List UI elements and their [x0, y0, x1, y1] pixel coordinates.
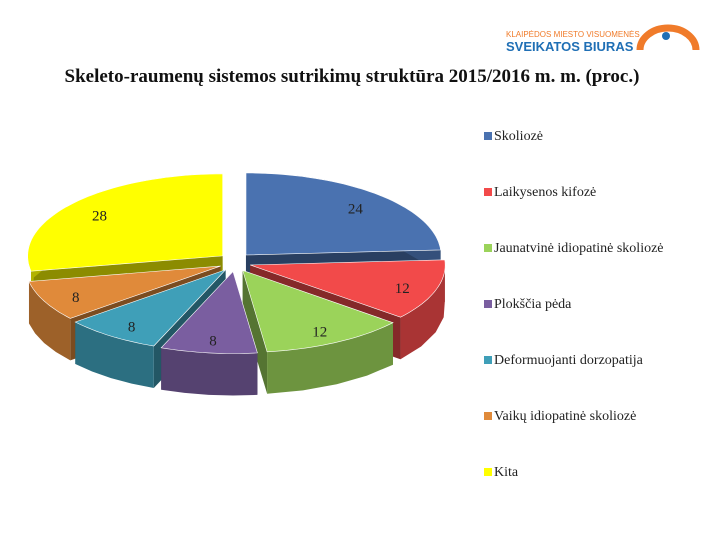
- slice-group: [242, 269, 394, 394]
- slice-label: 24: [348, 201, 364, 217]
- legend-label: Deformuojanti dorzopatija: [494, 353, 643, 368]
- legend-swatch: [484, 468, 492, 476]
- slice: [74, 269, 226, 347]
- legend-label: Skoliozė: [494, 129, 543, 144]
- logo-arc: [636, 24, 700, 51]
- slice-side: [400, 259, 446, 360]
- slice-label: 12: [312, 325, 327, 341]
- legend: Skoliozė Laikysenos kifozė Jaunatvinė idio…: [484, 128, 694, 520]
- legend-label: Vaikų idiopatinė skoliozė: [494, 409, 637, 424]
- logo-line1: KLAIPĖDOS MIESTO VISUOMENĖS: [506, 30, 640, 39]
- slice: [250, 259, 446, 318]
- logo-icon: [662, 32, 670, 40]
- legend-item: Jaunatvinė idiopatinė skoliozė: [484, 240, 694, 296]
- slice-label: 8: [128, 320, 136, 336]
- legend-item: Deformuojanti dorzopatija: [484, 352, 694, 408]
- legend-label: Plokščia pėda: [494, 297, 572, 312]
- slice: [160, 270, 258, 354]
- legend-label: Jaunatvinė idiopatinė skoliozė: [494, 241, 664, 256]
- legend-swatch: [484, 132, 492, 140]
- chart-title: Skeleto-raumenų sistemos sutrikimų struk…: [65, 66, 640, 87]
- legend-item: Skoliozė: [484, 128, 694, 184]
- legend-item: Kita: [484, 464, 694, 520]
- slice-label: 28: [92, 208, 107, 224]
- slice-group: [160, 270, 258, 396]
- slice-side: [242, 270, 268, 394]
- legend-swatch: [484, 300, 492, 308]
- slice-side: [75, 322, 154, 388]
- legend-label: Laikysenos kifozė: [494, 185, 597, 200]
- slice: [242, 269, 394, 353]
- legend-item: Laikysenos kifozė: [484, 184, 694, 240]
- slice-label: 12: [395, 281, 410, 297]
- legend-swatch: [484, 188, 492, 196]
- pie: 24 12 12 8 8 8 28: [27, 172, 446, 396]
- legend-item: Plokščia pėda: [484, 296, 694, 352]
- slice: [245, 172, 441, 256]
- slice-side: [161, 347, 258, 396]
- slice: [27, 173, 224, 272]
- legend-item: Vaikų idiopatinė skoliozė: [484, 408, 694, 464]
- logo-line2: SVEIKATOS BIURAS: [506, 39, 634, 54]
- slice-label: 8: [72, 290, 80, 306]
- legend-label: Kita: [494, 465, 519, 480]
- slice-side: [267, 322, 393, 394]
- legend-swatch: [484, 412, 492, 420]
- legend-swatch: [484, 244, 492, 252]
- logo: KLAIPĖDOS MIESTO VISUOMENĖS SVEIKATOS BI…: [506, 24, 700, 54]
- slice-label: 8: [209, 334, 217, 350]
- legend-swatch: [484, 356, 492, 364]
- slice: [28, 265, 221, 319]
- slice-side: [29, 281, 71, 361]
